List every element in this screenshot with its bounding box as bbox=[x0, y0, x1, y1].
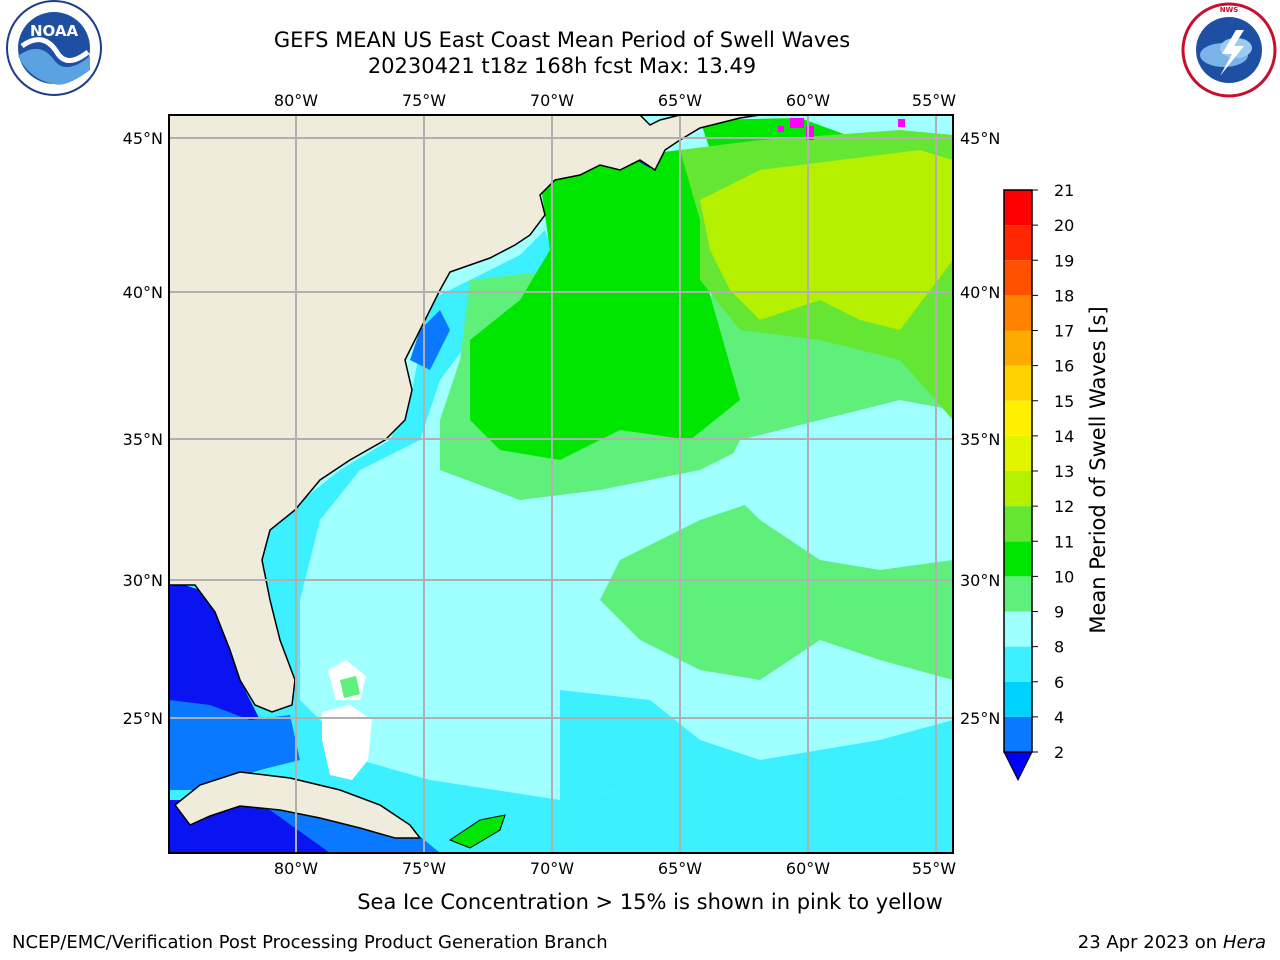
lat-tick-left: 35°N bbox=[123, 430, 163, 449]
land-bahamas bbox=[322, 705, 372, 780]
colorbar-extend-arrow bbox=[1003, 751, 1033, 782]
lon-tick-bottom: 70°W bbox=[530, 859, 574, 878]
colorbar-bin bbox=[1004, 435, 1032, 471]
colorbar-bin bbox=[1004, 681, 1032, 717]
colorbar-bin bbox=[1004, 716, 1032, 752]
colorbar-label: 9 bbox=[1054, 603, 1064, 622]
colorbar-label: 15 bbox=[1054, 392, 1074, 411]
nws-logo-icon: NWS bbox=[1181, 2, 1277, 98]
sea-ice-caption: Sea Ice Concentration > 15% is shown in … bbox=[357, 890, 943, 914]
chart-title: GEFS MEAN US East Coast Mean Period of S… bbox=[273, 28, 851, 52]
colorbar: 2 4 6 8 9 10 11 12 13 14 15 16 17 18 19 20 21 bbox=[1003, 181, 1074, 782]
colorbar-label: 14 bbox=[1054, 427, 1074, 446]
colorbar-label: 10 bbox=[1054, 567, 1074, 586]
colorbar-label: 2 bbox=[1054, 743, 1064, 762]
lat-tick-right: 45°N bbox=[960, 129, 1000, 148]
lat-tick-right: 25°N bbox=[960, 709, 1000, 728]
colorbar-label: 8 bbox=[1054, 638, 1064, 657]
gulf-low-period-b bbox=[169, 700, 300, 790]
colorbar-label: 21 bbox=[1054, 181, 1074, 200]
colorbar-label: 20 bbox=[1054, 216, 1074, 235]
map-graticule bbox=[169, 115, 953, 853]
sea-ice-patch bbox=[790, 118, 804, 128]
lat-tick-right: 40°N bbox=[960, 283, 1000, 302]
lon-tick-top: 65°W bbox=[658, 91, 702, 110]
bahamas-green bbox=[340, 676, 360, 698]
colorbar-bin bbox=[1004, 471, 1032, 507]
lon-tick-top: 55°W bbox=[912, 91, 956, 110]
contour-pocket-9 bbox=[720, 400, 953, 570]
noaa-logo-text: NOAA bbox=[30, 22, 79, 40]
lon-tick-bottom: 60°W bbox=[786, 859, 830, 878]
lat-tick-right: 30°N bbox=[960, 571, 1000, 590]
colorbar-label: 4 bbox=[1054, 708, 1064, 727]
noaa-logo-icon: NOAA bbox=[6, 0, 102, 96]
footer-branch: NCEP/EMC/Verification Post Processing Pr… bbox=[12, 932, 608, 953]
colorbar-bin bbox=[1004, 541, 1032, 577]
colorbar-bin bbox=[1004, 506, 1032, 542]
hispaniola-swell bbox=[448, 814, 506, 849]
sea-ice-patch bbox=[806, 126, 814, 140]
lon-tick-top: 70°W bbox=[530, 91, 574, 110]
lon-tick-bottom: 75°W bbox=[402, 859, 446, 878]
lon-tick-top: 60°W bbox=[786, 91, 830, 110]
lat-tick-left: 30°N bbox=[123, 571, 163, 590]
colorbar-bin bbox=[1004, 611, 1032, 647]
footer-date-text: 23 Apr 2023 on bbox=[1077, 932, 1218, 953]
colorbar-label: 12 bbox=[1054, 497, 1074, 516]
svg-text:NWS: NWS bbox=[1220, 6, 1239, 14]
lat-tick-left: 25°N bbox=[123, 709, 163, 728]
land-north-america bbox=[169, 115, 953, 713]
colorbar-label: 11 bbox=[1054, 532, 1074, 551]
lon-tick-top: 75°W bbox=[402, 91, 446, 110]
lon-tick-bottom: 55°W bbox=[912, 859, 956, 878]
lat-tick-left: 40°N bbox=[123, 283, 163, 302]
colorbar-bin bbox=[1004, 225, 1032, 261]
colorbar-bin bbox=[1004, 576, 1032, 612]
sea-ice-patch bbox=[778, 126, 784, 132]
contour-band-12 bbox=[700, 150, 953, 330]
colorbar-bin bbox=[1004, 190, 1032, 226]
colorbar-bin bbox=[1004, 400, 1032, 436]
footer-host: Hera bbox=[1222, 932, 1266, 953]
lon-tick-bottom: 80°W bbox=[274, 859, 318, 878]
colorbar-bin bbox=[1004, 330, 1032, 366]
land-cuba bbox=[173, 771, 422, 839]
colorbar-label: 13 bbox=[1054, 462, 1074, 481]
lon-tick-top: 80°W bbox=[274, 91, 318, 110]
chart-subtitle: 20230421 t18z 168h fcst Max: 13.49 bbox=[367, 54, 757, 78]
colorbar-label: 17 bbox=[1054, 322, 1074, 341]
coastal-low-period bbox=[410, 310, 450, 370]
colorbar-label: 6 bbox=[1054, 673, 1064, 692]
colorbar-label: 19 bbox=[1054, 251, 1074, 270]
lat-tick-right: 35°N bbox=[960, 430, 1000, 449]
colorbar-label: 18 bbox=[1054, 286, 1074, 305]
contour-band-10 bbox=[470, 150, 740, 460]
colorbar-label: 16 bbox=[1054, 357, 1074, 376]
colorbar-bin bbox=[1004, 295, 1032, 331]
lon-tick-bottom: 65°W bbox=[658, 859, 702, 878]
colorbar-bin bbox=[1004, 646, 1032, 682]
colorbar-bin bbox=[1004, 260, 1032, 296]
map-frame bbox=[168, 114, 954, 854]
colorbar-bin bbox=[1004, 365, 1032, 401]
footer-date: 23 Apr 2023 on Hera bbox=[1078, 932, 1266, 953]
lat-tick-left: 45°N bbox=[123, 129, 163, 148]
sea-ice-patch bbox=[898, 119, 905, 127]
colorbar-title: Mean Period of Swell Waves [s] bbox=[1086, 306, 1110, 633]
